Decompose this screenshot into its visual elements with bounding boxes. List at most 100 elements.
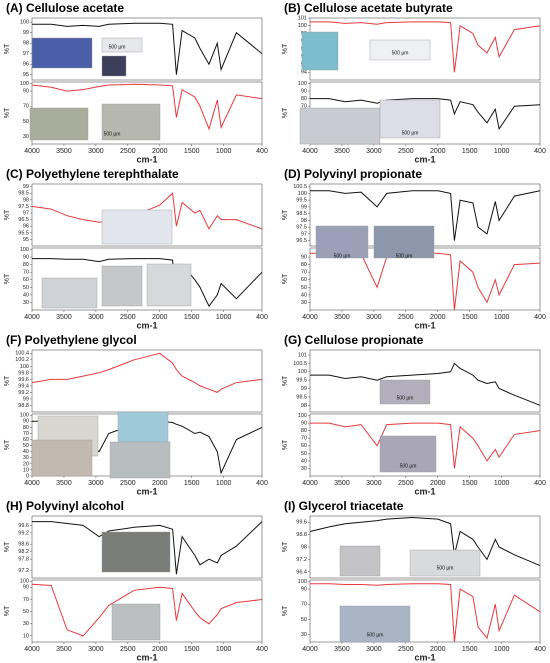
y-tick-label: 90 xyxy=(301,421,307,427)
inset-photo xyxy=(369,39,431,61)
panel-title: (C) Polyethylene terephthalate xyxy=(6,167,179,181)
x-tick-label: 1500 xyxy=(184,646,200,653)
y-tick-label: 70 xyxy=(301,270,307,276)
x-tick-label: 2500 xyxy=(398,646,414,653)
y-tick-label: 80 xyxy=(23,262,29,268)
plot-frame xyxy=(31,515,263,579)
y-tick-label: 20 xyxy=(23,461,29,467)
y-tick-label: 30 xyxy=(23,300,29,306)
y-tick-label: 99.5 xyxy=(296,378,307,384)
y-tick-label: 70 xyxy=(23,270,29,276)
x-tick-label: 4000 xyxy=(24,314,40,321)
y-axis-label: %T xyxy=(282,541,289,552)
x-tick-label: 1500 xyxy=(462,646,478,653)
spectrum-line xyxy=(310,190,541,241)
panel-title: (H) Polyvinyl alcohol xyxy=(6,499,124,513)
y-tick-label: 97.2 xyxy=(18,568,29,574)
y-tick-label: 0 xyxy=(26,473,29,479)
x-tick-label: 2000 xyxy=(430,314,446,321)
y-tick-label: 80 xyxy=(301,96,307,102)
scale-label: 500 µm xyxy=(396,253,413,259)
scale-label: 500 µm xyxy=(400,463,417,469)
y-tick-label: 96 xyxy=(23,62,29,68)
y-tick-label: 96.4 xyxy=(296,569,307,575)
x-tick-label: 400 xyxy=(534,148,546,155)
inset-photo xyxy=(379,99,441,139)
x-tick-label: 2000 xyxy=(430,646,446,653)
spectrum-line xyxy=(310,252,541,311)
y-tick-label: 40 xyxy=(23,292,29,298)
spectrum-line xyxy=(31,583,263,637)
plot-frame xyxy=(309,579,541,643)
inset-photo xyxy=(299,107,381,145)
x-tick-label: 2500 xyxy=(120,646,136,653)
x-tick-label: 4000 xyxy=(24,148,40,155)
inset-photo xyxy=(31,439,93,477)
x-tick-label: 400 xyxy=(534,480,546,487)
spectrum-line xyxy=(310,98,541,131)
y-axis-label: %T xyxy=(4,273,11,284)
y-tick-label: 90 xyxy=(23,585,29,591)
inset-photo xyxy=(101,265,143,307)
spectrum-line xyxy=(32,521,263,575)
inset-photo xyxy=(101,55,127,77)
y-tick-label: 99.2 xyxy=(18,390,29,396)
inset-photo xyxy=(379,379,431,405)
x-tick-label: 3000 xyxy=(88,314,104,321)
x-tick-label: 1000 xyxy=(216,148,232,155)
y-tick-label: 98.8 xyxy=(18,403,29,409)
scale-label: 500 µm xyxy=(402,130,419,136)
scale-label: 500 µm xyxy=(367,632,384,638)
inset-photo xyxy=(31,37,93,69)
y-tick-label: 90 xyxy=(301,255,307,261)
inset-photo xyxy=(101,103,161,141)
x-tick-label: 3500 xyxy=(334,148,350,155)
y-tick-label: 50 xyxy=(301,285,307,291)
y-axis-label: %T xyxy=(282,107,289,118)
x-tick-label: 1500 xyxy=(462,480,478,487)
x-tick-label: 400 xyxy=(256,148,268,155)
y-axis-label: %T xyxy=(4,375,11,386)
x-axis-label: cm-1 xyxy=(136,486,157,496)
y-tick-label: 70 xyxy=(23,597,29,603)
x-axis-label: cm-1 xyxy=(414,154,435,164)
y-tick-label: 98.2 xyxy=(18,549,29,555)
y-tick-label: 60 xyxy=(23,437,29,443)
x-tick-label: 4000 xyxy=(302,148,318,155)
y-tick-label: 98 xyxy=(301,544,307,550)
inset-photo xyxy=(101,37,143,53)
x-tick-label: 3000 xyxy=(366,148,382,155)
x-tick-label: 3500 xyxy=(56,646,72,653)
y-tick-label: 30 xyxy=(301,632,307,638)
inset-photo xyxy=(146,263,192,307)
y-tick-label: 99.8 xyxy=(18,370,29,376)
x-tick-label: 3500 xyxy=(56,148,72,155)
y-tick-label: 97.5 xyxy=(18,204,29,210)
scale-label: 500 µm xyxy=(334,253,351,259)
y-axis-label: %T xyxy=(4,541,11,552)
inset-photo xyxy=(373,225,435,259)
y-tick-label: 96.5 xyxy=(18,217,29,223)
y-tick-label: 101 xyxy=(298,352,307,358)
x-tick-label: 3500 xyxy=(334,314,350,321)
y-tick-label: 99 xyxy=(23,30,29,36)
x-tick-label: 1000 xyxy=(216,646,232,653)
y-tick-label: 99.4 xyxy=(18,383,29,389)
y-axis-label: %T xyxy=(282,43,289,54)
y-tick-label: 99 xyxy=(23,184,29,190)
y-tick-label: 95.5 xyxy=(18,230,29,236)
y-tick-label: 50 xyxy=(301,617,307,623)
spectrum-line xyxy=(310,21,541,73)
y-tick-label: 98.6 xyxy=(18,542,29,548)
y-tick-label: 97.2 xyxy=(296,557,307,563)
y-tick-label: 100 xyxy=(298,191,307,197)
plot-frame xyxy=(31,349,263,413)
y-tick-label: 40 xyxy=(301,458,307,464)
y-tick-label: 99.6 xyxy=(18,377,29,383)
x-tick-label: 2000 xyxy=(152,314,168,321)
y-tick-label: 60 xyxy=(301,277,307,283)
x-axis-label: cm-1 xyxy=(136,652,157,662)
y-tick-label: 96 xyxy=(23,224,29,230)
y-tick-label: 30 xyxy=(23,134,29,140)
y-tick-label: 100 xyxy=(298,369,307,375)
